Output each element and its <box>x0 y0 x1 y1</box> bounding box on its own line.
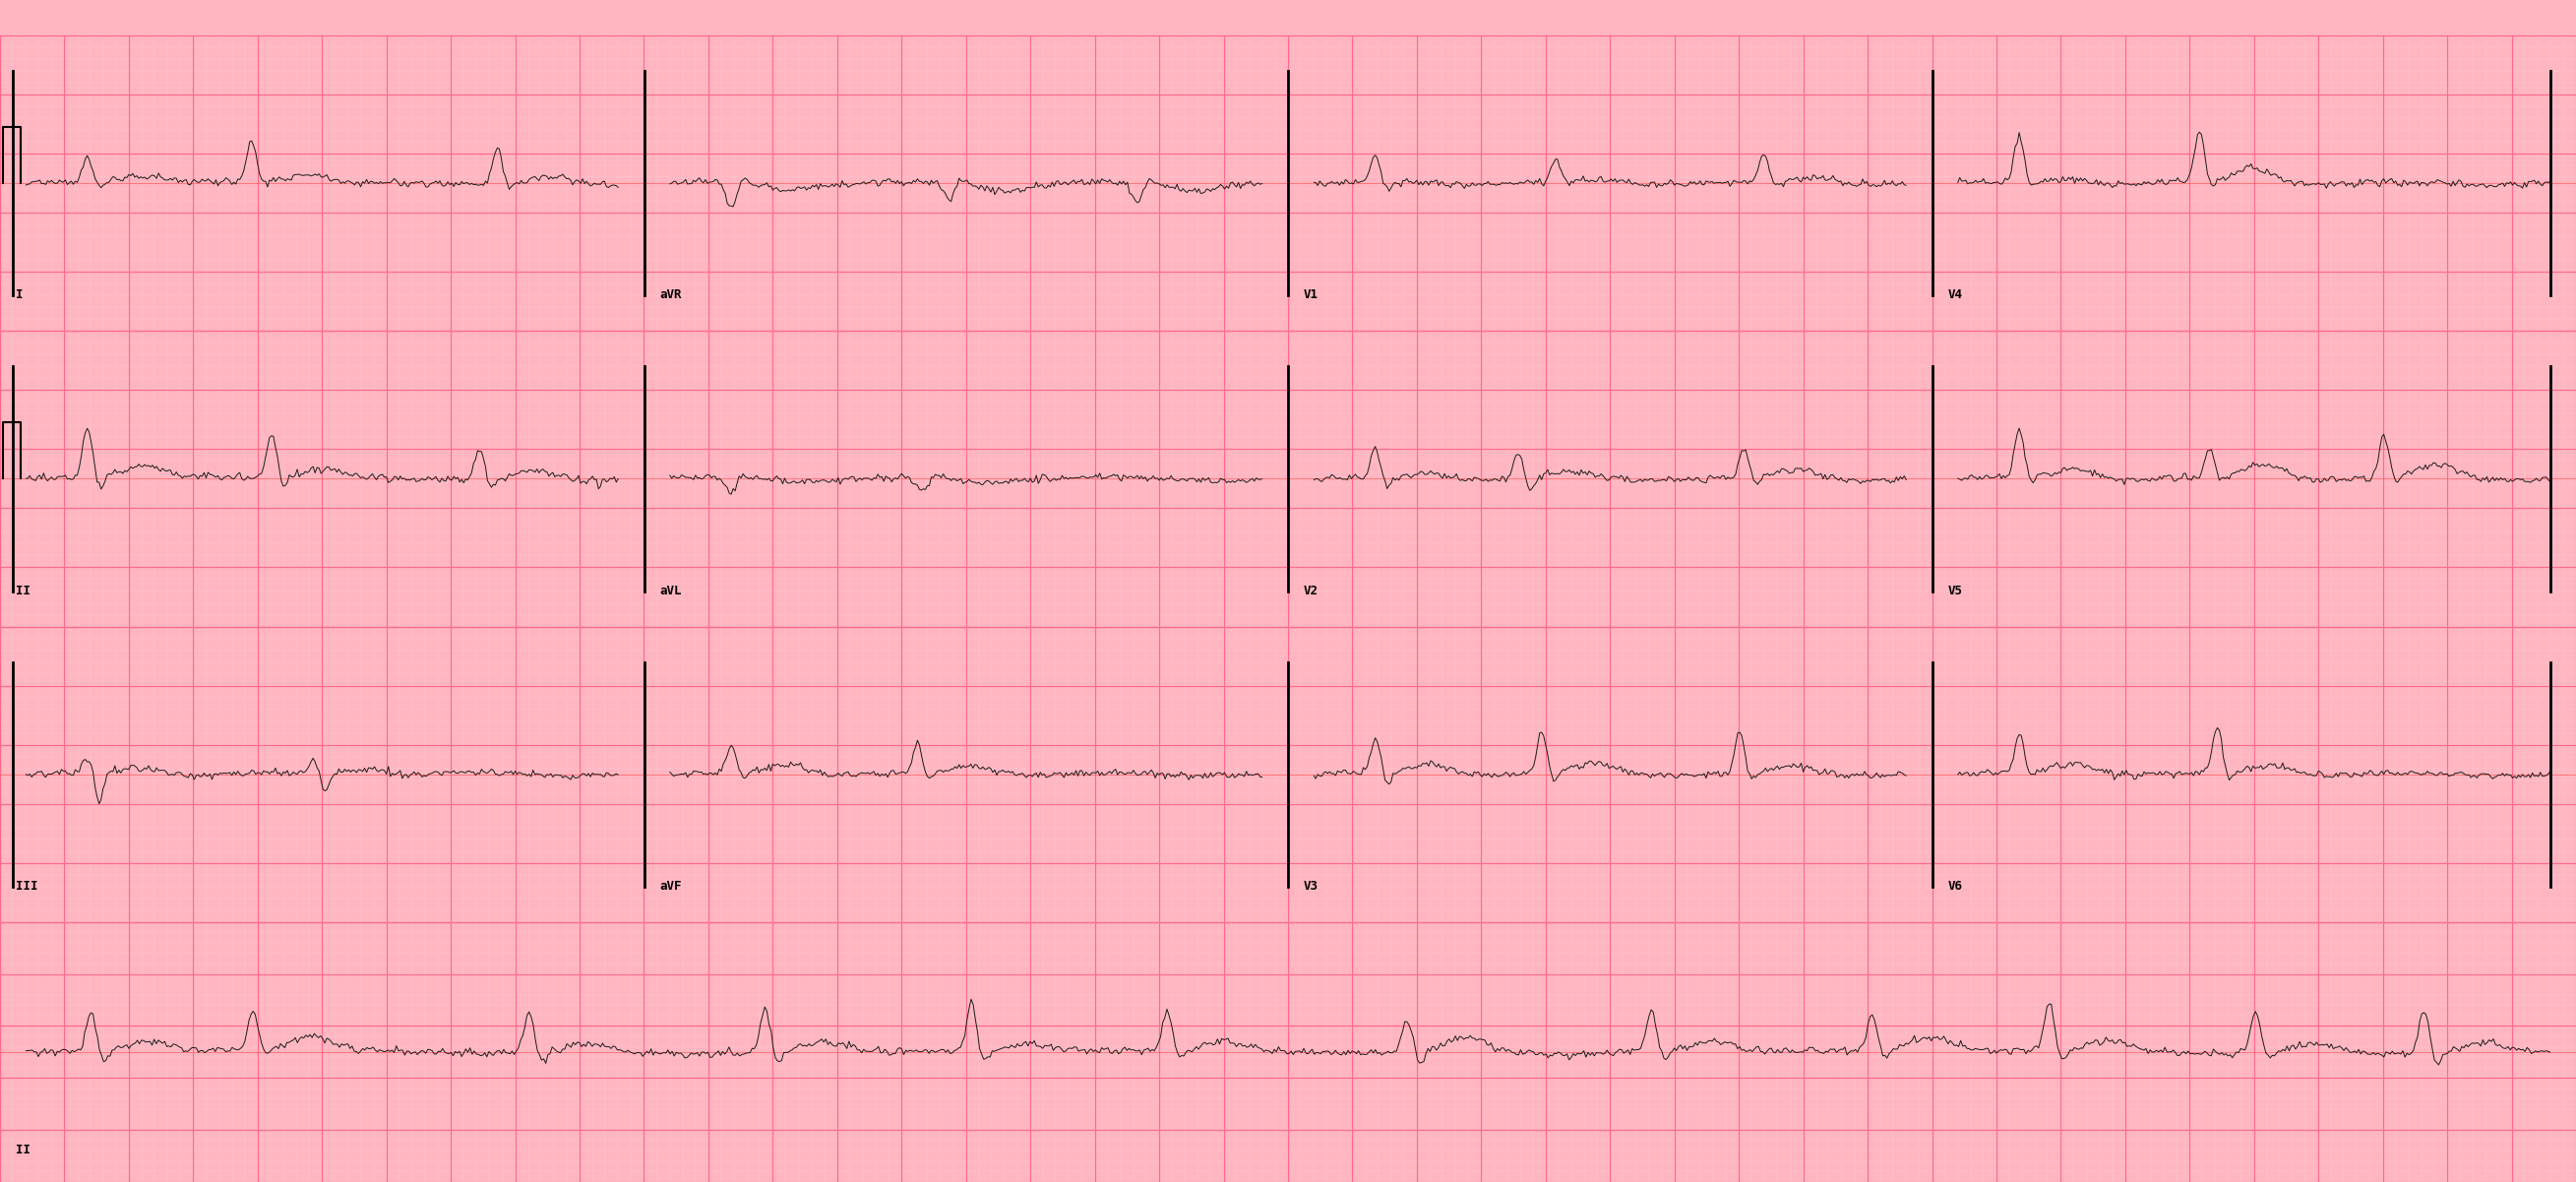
Text: aVF: aVF <box>659 879 683 892</box>
Text: II: II <box>15 1143 31 1156</box>
Text: V5: V5 <box>1947 584 1963 597</box>
Text: V1: V1 <box>1303 288 1319 301</box>
Text: aVL: aVL <box>659 584 683 597</box>
Text: V2: V2 <box>1303 584 1319 597</box>
Text: V3: V3 <box>1303 879 1319 892</box>
Text: V6: V6 <box>1947 879 1963 892</box>
Text: III: III <box>15 879 39 892</box>
Text: V4: V4 <box>1947 288 1963 301</box>
Text: aVR: aVR <box>659 288 683 301</box>
Text: II: II <box>15 584 31 597</box>
Text: I: I <box>15 288 23 301</box>
